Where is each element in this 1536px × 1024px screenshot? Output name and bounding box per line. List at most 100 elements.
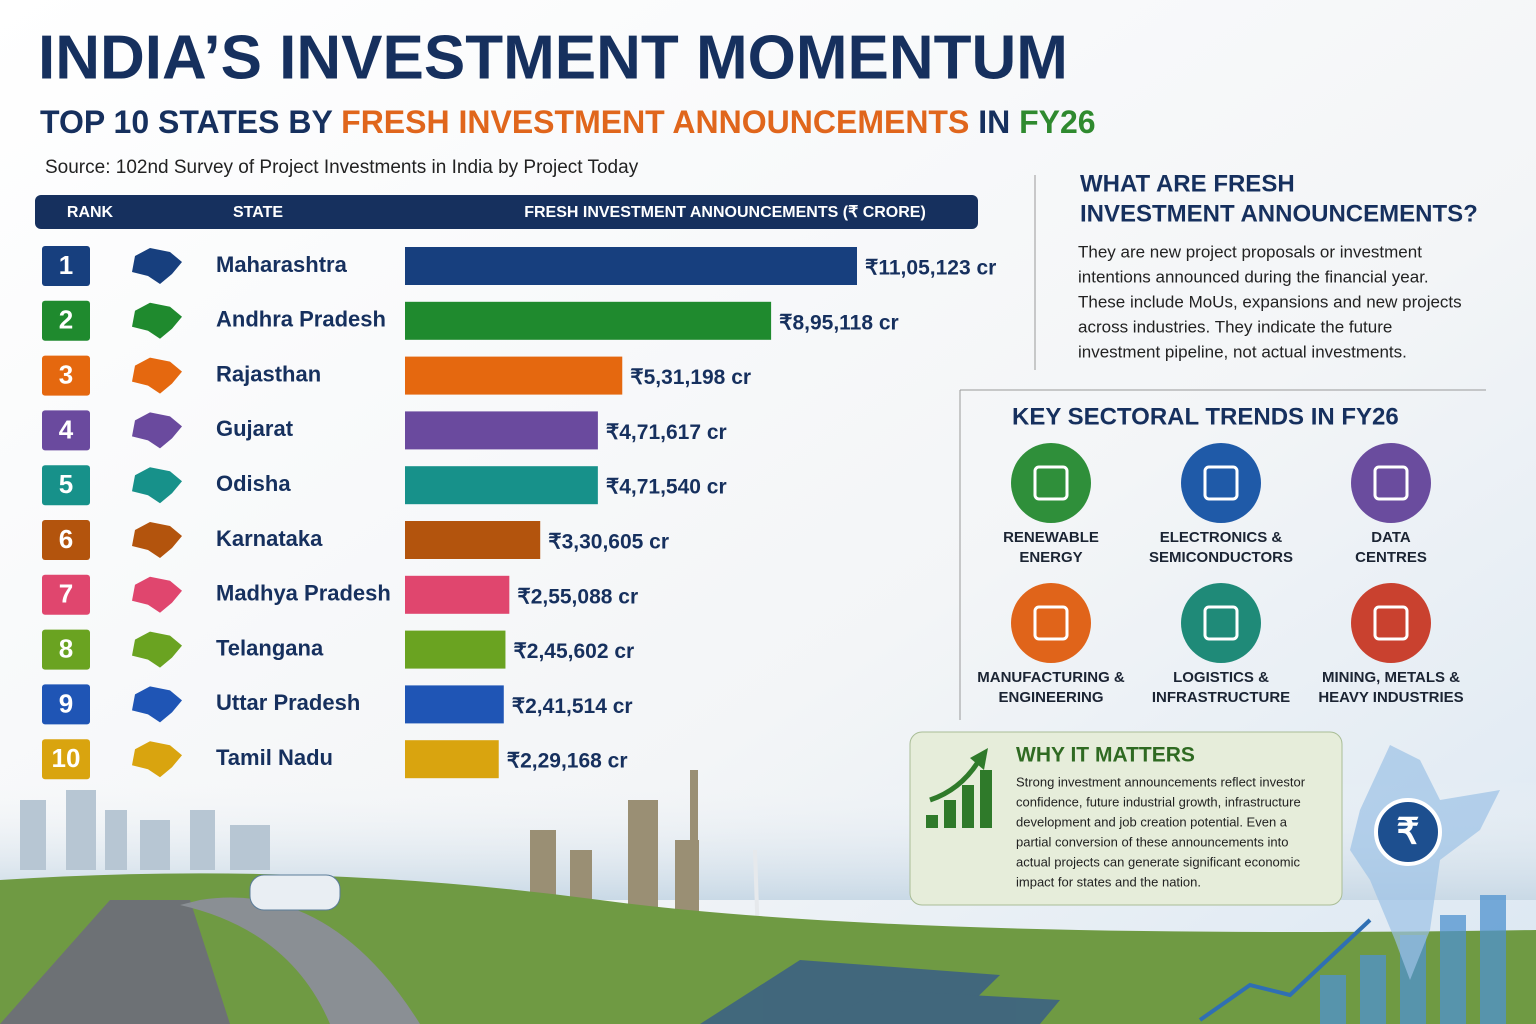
info-text: These include MoUs, expansions and new p… (1078, 292, 1462, 311)
value-label: ₹4,71,617 cr (606, 421, 727, 444)
rank: 7 (59, 579, 73, 609)
sector-icon (1011, 443, 1091, 523)
growth-icon (926, 748, 992, 828)
rank-box (42, 574, 90, 615)
rank-box (42, 520, 90, 560)
info-title: WHAT ARE FRESH (1080, 170, 1295, 197)
state-map (132, 357, 182, 394)
state-map (132, 248, 182, 284)
state-map (132, 412, 182, 449)
sector-glyph (1203, 465, 1239, 501)
sector-label: ENGINEERING (998, 689, 1103, 706)
why-text: partial conversion of these announcement… (1016, 834, 1288, 849)
column-header: RANK (67, 204, 114, 221)
rank: 1 (59, 250, 73, 280)
bar (405, 630, 506, 669)
sector-label: LOGISTICS & (1173, 669, 1269, 686)
value-label: ₹2,45,602 cr (513, 640, 634, 663)
bar (405, 685, 504, 724)
state-map (132, 522, 182, 558)
trends-title: KEY SECTORAL TRENDS IN FY26 (1012, 403, 1399, 430)
sector-label: ELECTRONICS & (1160, 529, 1283, 546)
bar (405, 740, 499, 779)
info-text: intentions announced during the financia… (1078, 267, 1429, 286)
rank: 3 (59, 359, 73, 389)
value-label: ₹2,29,168 cr (507, 750, 628, 773)
state-map (132, 467, 182, 504)
rank-box (42, 739, 90, 780)
state-name: Andhra Pradesh (216, 307, 386, 332)
rank-box (42, 410, 90, 451)
why-box (909, 731, 1343, 906)
bar (405, 466, 598, 505)
state-name: Uttar Pradesh (216, 690, 360, 715)
title: INDIA’S INVESTMENT MOMENTUM (38, 23, 1068, 92)
state-name: Karnataka (216, 526, 323, 551)
state-name: Odisha (216, 471, 291, 496)
rank: 6 (59, 524, 73, 554)
subtitle-part: FY26 (1019, 104, 1095, 140)
rank: 8 (59, 633, 73, 663)
rank-box (42, 300, 90, 341)
value-label: ₹5,31,198 cr (630, 366, 751, 389)
rank: 4 (59, 414, 74, 444)
bar (405, 356, 623, 395)
state-name: Maharashtra (216, 252, 348, 277)
sector-icon (1351, 583, 1431, 663)
sector-glyph (1373, 605, 1409, 641)
table-header (35, 195, 978, 229)
bar (405, 247, 857, 285)
rank: 5 (59, 469, 73, 499)
state-name: Telangana (216, 635, 324, 660)
why-text: confidence, future industrial growth, in… (1016, 794, 1301, 809)
rank-box (42, 684, 90, 725)
sector-label: RENEWABLE (1003, 529, 1099, 546)
state-map (132, 576, 182, 613)
state-map (132, 631, 182, 668)
sector-label: HEAVY INDUSTRIES (1318, 689, 1463, 706)
info-title: INVESTMENT ANNOUNCEMENTS? (1080, 200, 1478, 227)
rank-box (42, 246, 90, 286)
sector-label: MINING, METALS & (1322, 669, 1460, 686)
sector-label: MANUFACTURING & (977, 669, 1125, 686)
why-text: development and job creation potential. … (1016, 814, 1288, 829)
subtitle: TOP 10 STATES BY FRESH INVESTMENT ANNOUN… (40, 104, 1096, 140)
rank-box (42, 465, 90, 506)
value-label: ₹2,55,088 cr (517, 585, 638, 608)
source: Source: 102nd Survey of Project Investme… (45, 157, 639, 178)
sector-label: INFRASTRUCTURE (1152, 689, 1290, 706)
info-text: across industries. They indicate the fut… (1078, 317, 1392, 336)
state-name: Gujarat (216, 416, 294, 441)
subtitle-part: TOP 10 STATES BY (40, 104, 341, 140)
subtitle-part: FRESH INVESTMENT ANNOUNCEMENTS (341, 104, 969, 140)
sector-glyph (1033, 605, 1069, 641)
sector-icon (1351, 443, 1431, 523)
rank: 2 (59, 305, 73, 335)
bar (405, 575, 510, 614)
info-text: They are new project proposals or invest… (1078, 242, 1422, 261)
sector-glyph (1203, 605, 1239, 641)
value-label: ₹4,71,540 cr (606, 476, 727, 499)
why-text: Strong investment announcements reflect … (1016, 774, 1306, 789)
svg-text:₹: ₹ (1397, 811, 1420, 852)
value-label: ₹3,30,605 cr (548, 531, 669, 554)
state-map (132, 686, 182, 723)
sector-glyph (1373, 465, 1409, 501)
sector-glyph (1033, 465, 1069, 501)
sector-label: CENTRES (1355, 549, 1427, 566)
rank-box (42, 629, 90, 670)
column-header: STATE (233, 204, 283, 221)
sector-icon (1011, 583, 1091, 663)
rank-box (42, 355, 90, 396)
bar (405, 411, 598, 450)
state-name: Rajasthan (216, 361, 321, 386)
bar (405, 301, 772, 340)
sector-icon (1181, 583, 1261, 663)
state-map (132, 302, 182, 339)
bar (405, 521, 541, 559)
sector-label: ENERGY (1019, 549, 1082, 566)
sector-label: SEMICONDUCTORS (1149, 549, 1293, 566)
rank: 9 (59, 688, 73, 718)
column-header: FRESH INVESTMENT ANNOUNCEMENTS (₹ CRORE) (524, 204, 926, 221)
